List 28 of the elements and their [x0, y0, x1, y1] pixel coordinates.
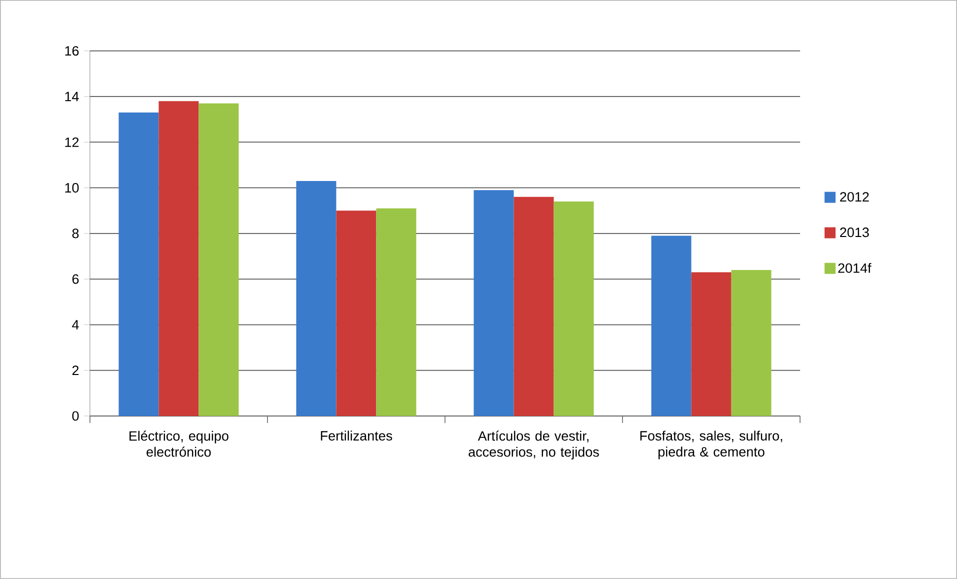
- y-tick-label: 12: [65, 138, 79, 147]
- bar: [158, 101, 199, 416]
- bar: [651, 236, 692, 416]
- y-tick-label: 2: [72, 366, 79, 376]
- x-tick-label: Fertilizantes: [320, 430, 392, 441]
- legend-label: 2013: [840, 228, 869, 238]
- y-tick-label: 8: [72, 228, 79, 238]
- y-tick-label: 0: [72, 411, 79, 421]
- y-tick-label: 6: [72, 274, 79, 284]
- y-tick-label: 16: [65, 46, 79, 56]
- bar: [514, 196, 554, 416]
- bar: [474, 190, 514, 416]
- x-tick-label: Artículos de vestir, accesorios, no tejidos: [468, 430, 599, 460]
- bar: [376, 208, 416, 416]
- bar: [554, 202, 594, 416]
- bar: [336, 210, 376, 416]
- x-tick-label: Eléctrico, equipo electrónico: [130, 430, 228, 457]
- legend-label: 2012: [840, 192, 869, 202]
- legend-label: 2014f: [838, 263, 872, 273]
- y-tick-label: 10: [65, 183, 79, 193]
- bar: [296, 181, 336, 416]
- y-tick-label: 14: [65, 92, 79, 102]
- bar: [198, 103, 239, 416]
- bar: [691, 272, 732, 416]
- bar: [118, 112, 159, 416]
- x-tick-label: Fosfatos, sales, sulfuro, piedra & cemento: [640, 430, 782, 460]
- y-tick-label: 4: [72, 320, 79, 330]
- bar: [731, 270, 772, 416]
